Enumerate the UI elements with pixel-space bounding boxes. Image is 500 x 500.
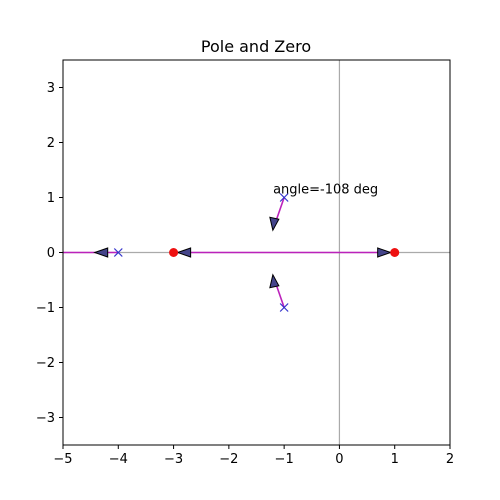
- zero-marker-1: [390, 248, 400, 257]
- direction-arrow-1: [176, 247, 192, 258]
- x-tick-label: −2: [219, 452, 238, 467]
- chart-title: Pole and Zero: [201, 37, 311, 56]
- direction-arrow-4: [269, 273, 280, 289]
- direction-arrow-0: [93, 247, 109, 258]
- angle-annotation: angle=-108 deg: [273, 182, 378, 197]
- x-tick-label: 2: [446, 452, 454, 467]
- zero-marker-0: [169, 248, 179, 257]
- y-tick-label: −1: [36, 301, 55, 316]
- pole-marker-1: [279, 303, 289, 312]
- y-tick-label: 0: [47, 246, 55, 261]
- pole-stroke: [279, 303, 289, 312]
- plot-area: −5 −4 −3 −2 −1 0 1 2 −3 −2 −1 0 1 2 3: [36, 59, 454, 467]
- x-tick-label: −4: [109, 452, 128, 467]
- x-tick-label: −3: [164, 452, 183, 467]
- x-tick-label: −5: [53, 452, 72, 467]
- y-tick-label: −2: [36, 356, 55, 371]
- y-tick-label: 2: [47, 136, 55, 151]
- y-tick-label: 1: [47, 191, 55, 206]
- direction-arrow-3: [269, 216, 280, 232]
- direction-arrow-2: [377, 247, 393, 258]
- pole-marker-0: [279, 193, 289, 202]
- pole-stroke: [279, 193, 289, 202]
- pole-marker-2: [113, 248, 123, 257]
- pole-stroke: [113, 248, 123, 257]
- x-tick-label: 0: [335, 452, 343, 467]
- y-tick-label: −3: [36, 411, 55, 426]
- y-tick-label: 3: [47, 81, 55, 96]
- x-tick-label: −1: [275, 452, 294, 467]
- x-tick-label: 1: [391, 452, 399, 467]
